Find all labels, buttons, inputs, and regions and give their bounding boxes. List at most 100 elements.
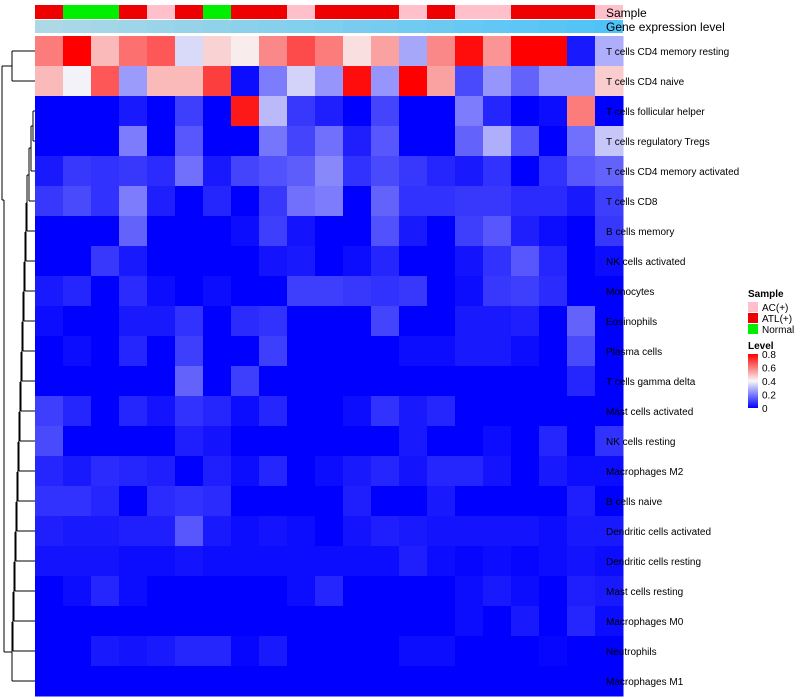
sample-legend-label: ATL(+) — [762, 314, 792, 325]
heatmap-cell — [455, 426, 484, 457]
heatmap-cell — [147, 126, 176, 157]
row-label: Mast cells resting — [606, 587, 683, 598]
heatmap-cell — [427, 486, 456, 517]
heatmap-cell — [91, 396, 120, 427]
heatmap-cell — [91, 666, 120, 697]
heatmap-cell — [595, 336, 624, 367]
heatmap-cell — [63, 186, 92, 217]
row-label: B cells memory — [606, 227, 674, 238]
level-legend-tick: 0.8 — [762, 350, 776, 361]
heatmap-cell — [231, 576, 260, 607]
sample-annotation-cell — [315, 5, 343, 19]
heatmap-cell — [91, 456, 120, 487]
heatmap-cell — [567, 246, 596, 277]
heatmap-cell — [231, 126, 260, 157]
heatmap-cell — [259, 216, 288, 247]
heatmap-cell — [567, 66, 596, 97]
heatmap-cell — [427, 426, 456, 457]
heatmap-cell — [175, 306, 204, 337]
heatmap-cell — [427, 576, 456, 607]
heatmap-cell — [399, 486, 428, 517]
heatmap-cell — [91, 216, 120, 247]
heatmap-cell — [595, 456, 624, 487]
row-label: Plasma cells — [606, 347, 662, 358]
heatmap-cell — [175, 336, 204, 367]
heatmap-cell — [343, 126, 372, 157]
heatmap-cell — [371, 396, 400, 427]
expression-annotation-cell — [427, 20, 455, 33]
heatmap-cell — [371, 36, 400, 67]
heatmap-cell — [119, 516, 148, 547]
heatmap-cell — [343, 396, 372, 427]
heatmap-cell — [259, 366, 288, 397]
heatmap-cell — [203, 396, 232, 427]
heatmap-cell — [259, 456, 288, 487]
expression-annotation-cell — [203, 20, 231, 33]
heatmap-cell — [259, 276, 288, 307]
heatmap-cell — [231, 426, 260, 457]
heatmap-cell — [91, 126, 120, 157]
heatmap-cell — [203, 336, 232, 367]
heatmap-cells — [35, 36, 624, 697]
heatmap-cell — [455, 246, 484, 277]
sample-annotation-cell — [567, 5, 595, 19]
heatmap-cell — [455, 126, 484, 157]
heatmap-cell — [91, 186, 120, 217]
heatmap-cell — [371, 306, 400, 337]
heatmap-cell — [539, 96, 568, 127]
sample-track-label: Sample — [606, 6, 647, 20]
heatmap-cell — [203, 546, 232, 577]
heatmap-cell — [567, 306, 596, 337]
heatmap-cell — [175, 516, 204, 547]
heatmap-cell — [147, 666, 176, 697]
heatmap-cell — [147, 546, 176, 577]
heatmap-cell — [119, 66, 148, 97]
sample-annotation-cell — [595, 5, 623, 19]
heatmap-cell — [63, 576, 92, 607]
heatmap-cell — [539, 186, 568, 217]
heatmap-cell — [91, 306, 120, 337]
heatmap-cell — [511, 186, 540, 217]
heatmap-cell — [119, 636, 148, 667]
heatmap-cell — [63, 456, 92, 487]
heatmap-cell — [371, 516, 400, 547]
heatmap-cell — [511, 426, 540, 457]
expression-track-label: Gene expression level — [606, 20, 725, 34]
heatmap-cell — [539, 36, 568, 67]
heatmap-cell — [203, 576, 232, 607]
heatmap-cell — [567, 456, 596, 487]
row-label: Monocytes — [606, 287, 654, 298]
heatmap-cell — [147, 306, 176, 337]
heatmap-cell — [567, 36, 596, 67]
row-label: NK cells activated — [606, 257, 685, 268]
heatmap-cell — [147, 516, 176, 547]
heatmap-cell — [455, 96, 484, 127]
heatmap-cell — [399, 156, 428, 187]
heatmap-cell — [119, 366, 148, 397]
heatmap-cell — [343, 246, 372, 277]
expression-annotation-cell — [231, 20, 259, 33]
sample-annotation-cell — [147, 5, 175, 19]
heatmap-cell — [203, 66, 232, 97]
heatmap-cell — [287, 366, 316, 397]
heatmap-cell — [427, 216, 456, 247]
heatmap-cell — [35, 546, 64, 577]
heatmap-cell — [539, 306, 568, 337]
heatmap-cell — [371, 126, 400, 157]
heatmap-cell — [511, 546, 540, 577]
heatmap-cell — [539, 486, 568, 517]
heatmap-cell — [455, 606, 484, 637]
heatmap-cell — [455, 276, 484, 307]
heatmap-cell — [455, 666, 484, 697]
heatmap-cell — [539, 666, 568, 697]
heatmap-cell — [567, 636, 596, 667]
expression-annotation-cell — [175, 20, 203, 33]
row-label: Dendritic cells activated — [606, 527, 711, 538]
level-legend-colorbar — [748, 354, 758, 408]
heatmap-cell — [259, 96, 288, 127]
expression-annotation-cell — [399, 20, 427, 33]
heatmap-cell — [259, 186, 288, 217]
row-label: T cells gamma delta — [606, 377, 696, 388]
heatmap-cell — [399, 426, 428, 457]
heatmap-cell — [315, 36, 344, 67]
